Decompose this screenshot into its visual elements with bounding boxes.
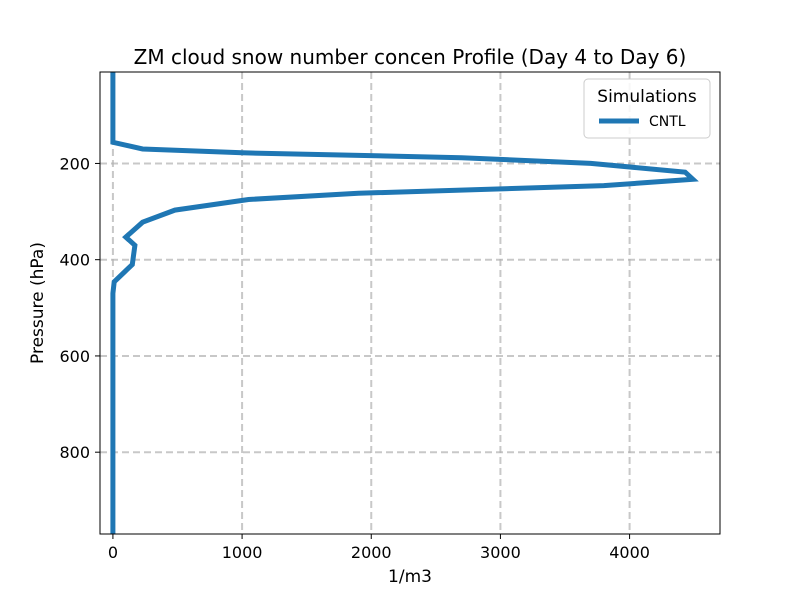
- grid-layer: [100, 72, 720, 534]
- x-axis-label: 1/m3: [388, 567, 432, 587]
- legend: Simulations CNTL: [583, 78, 711, 139]
- plot-frame: [99, 71, 721, 535]
- x-tick-label: 2000: [351, 543, 392, 562]
- chart-title: ZM cloud snow number concen Profile (Day…: [134, 45, 687, 69]
- x-tick-label: 4000: [609, 543, 650, 562]
- y-axis-label: Pressure (hPa): [28, 242, 48, 364]
- y-tick-label: 800: [59, 443, 90, 462]
- y-tick-label: 200: [59, 154, 90, 173]
- legend-label-cntl: CNTL: [649, 114, 686, 130]
- series-layer: [110, 72, 699, 534]
- series-line-cntl: [110, 72, 699, 534]
- x-tick-label: 3000: [480, 543, 521, 562]
- y-tick-label: 600: [59, 347, 90, 366]
- tick-layer: 0 1000 2000 3000 4000 200 400 600 800: [59, 154, 649, 562]
- x-tick-label: 1000: [222, 543, 263, 562]
- legend-title: Simulations: [597, 87, 697, 107]
- y-tick-label: 400: [59, 251, 90, 270]
- x-tick-label: 0: [108, 543, 118, 562]
